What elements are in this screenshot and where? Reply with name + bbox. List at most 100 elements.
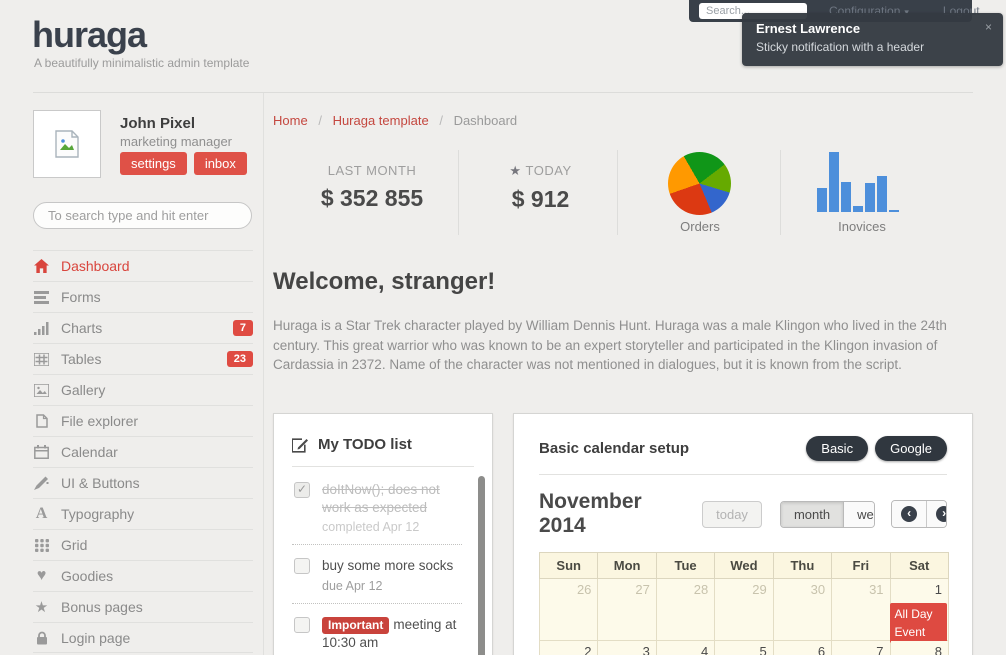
- breadcrumb-current: Dashboard: [453, 113, 518, 128]
- sidebar-item-file-explorer[interactable]: File explorer: [33, 405, 253, 436]
- chevron-down-icon: ▾: [904, 7, 909, 17]
- day-cell[interactable]: 29: [714, 578, 774, 641]
- stats-divider: [780, 150, 781, 235]
- avatar: [33, 110, 101, 178]
- tables-badge: 23: [226, 351, 253, 367]
- stats-divider: [458, 150, 459, 235]
- next-month-button[interactable]: [926, 501, 947, 527]
- invoices-label: Inovices: [838, 219, 886, 234]
- sidebar-item-tables[interactable]: Tables 23: [33, 343, 253, 374]
- scrollbar-thumb[interactable]: [478, 476, 485, 655]
- todo-item: doItNow(); does not work as expected com…: [292, 469, 462, 546]
- panel-divider: [292, 466, 474, 467]
- intro-paragraph: Huraga is a Star Trek character played b…: [273, 318, 947, 373]
- sidebar-item-grid[interactable]: Grid: [33, 529, 253, 560]
- profile-role: marketing manager: [120, 134, 232, 149]
- invoice-bar: [829, 151, 839, 212]
- sidebar-item-calendar[interactable]: Calendar: [33, 436, 253, 467]
- checkbox-checked[interactable]: [294, 482, 310, 498]
- star-icon: ★: [34, 598, 49, 616]
- day-cell[interactable]: 1 All Day Event: [889, 578, 950, 643]
- month-view-button[interactable]: month: [780, 501, 844, 527]
- day-cell[interactable]: 2: [538, 640, 599, 655]
- orders-pie: [668, 152, 731, 215]
- day-cell[interactable]: 30: [772, 578, 833, 641]
- todo-list: doItNow(); does not work as expected com…: [292, 469, 474, 655]
- day-cell[interactable]: 28: [655, 578, 716, 641]
- brand-tagline: A beautifully minimalistic admin templat…: [34, 56, 250, 70]
- day-cell[interactable]: 3: [597, 640, 657, 655]
- today-button[interactable]: today: [702, 500, 762, 528]
- header-divider: [33, 92, 973, 93]
- broken-image-icon: [55, 130, 79, 158]
- invoices-bars: [817, 150, 907, 212]
- calendar-icon: [33, 445, 50, 459]
- calendar-panel: Basic calendar setup Basic Google Novemb…: [513, 413, 973, 655]
- day-header: Tue: [655, 552, 716, 579]
- stats-divider: [617, 150, 618, 235]
- sidebar-item-login-page[interactable]: Login page: [33, 622, 253, 653]
- sidebar-item-typography[interactable]: A Typography: [33, 498, 253, 529]
- sidebar-item-gallery[interactable]: Gallery: [33, 374, 253, 405]
- orders-label: Orders: [680, 219, 720, 234]
- sticky-notification: Ernest Lawrence Sticky notification with…: [742, 13, 1003, 66]
- week-view-button[interactable]: week: [843, 501, 875, 527]
- panel-divider: [539, 474, 947, 475]
- chevron-right-icon: [936, 506, 947, 522]
- day-cell[interactable]: 4: [655, 640, 716, 655]
- page-title: Welcome, stranger!: [273, 268, 496, 295]
- checkbox-unchecked[interactable]: [294, 558, 310, 575]
- calendar-event[interactable]: All Day Event: [889, 603, 947, 643]
- calendar-panel-title: Basic calendar setup: [539, 440, 690, 457]
- invoice-bar: [853, 205, 863, 212]
- day-cell[interactable]: 8: [889, 640, 950, 655]
- breadcrumb-template[interactable]: Huraga template: [332, 113, 429, 128]
- day-cell[interactable]: 26: [538, 578, 599, 641]
- sidebar-search-input[interactable]: [33, 202, 252, 229]
- invoice-bar: [877, 176, 887, 212]
- tab-google[interactable]: Google: [875, 436, 947, 461]
- day-header: Fri: [831, 552, 891, 579]
- settings-button[interactable]: settings: [120, 152, 187, 175]
- breadcrumb-home[interactable]: Home: [273, 113, 308, 128]
- calendar-month-title: November 2014: [539, 490, 642, 537]
- lock-icon: [33, 631, 50, 645]
- sidebar-item-dashboard[interactable]: Dashboard: [33, 250, 253, 281]
- day-header: Thu: [772, 552, 833, 579]
- checkbox-unchecked[interactable]: [294, 616, 310, 633]
- todo-item: buy some more socks due Apr 12: [292, 545, 462, 604]
- day-header: Wed: [714, 552, 774, 579]
- day-header: Sun: [538, 552, 599, 579]
- day-cell[interactable]: 6: [772, 640, 833, 655]
- sidebar-item-charts[interactable]: Charts 7: [33, 312, 253, 343]
- sidebar-item-ui-buttons[interactable]: UI & Buttons: [33, 467, 253, 498]
- day-cell[interactable]: 7: [831, 640, 891, 655]
- chevron-left-icon: [901, 506, 918, 522]
- stat-today: ★ TODAY $ 912: [509, 163, 572, 212]
- breadcrumb: Home / Huraga template / Dashboard: [273, 113, 518, 128]
- sidebar-item-bonus-pages[interactable]: ★ Bonus pages: [33, 591, 253, 622]
- sidebar-item-forms[interactable]: Forms: [33, 281, 253, 312]
- notification-title: Ernest Lawrence: [756, 21, 861, 36]
- prev-month-button[interactable]: [892, 501, 927, 527]
- gallery-icon: [33, 383, 50, 397]
- day-cell[interactable]: 31: [831, 578, 891, 641]
- inbox-button[interactable]: inbox: [193, 152, 247, 175]
- close-icon[interactable]: [985, 20, 992, 34]
- wand-icon: [33, 476, 50, 490]
- heart-icon: ♥: [36, 567, 47, 584]
- day-cell[interactable]: 27: [597, 578, 657, 641]
- profile-name: John Pixel: [120, 115, 196, 132]
- home-icon: [33, 259, 50, 273]
- todo-panel: My TODO list doItNow(); does not work as…: [273, 413, 493, 655]
- typography-icon: A: [35, 505, 48, 522]
- brand-logo: huraga: [32, 14, 147, 55]
- bar-chart-icon: [33, 321, 50, 335]
- charts-badge: 7: [232, 320, 253, 336]
- todo-title: My TODO list: [318, 436, 412, 453]
- tab-basic[interactable]: Basic: [806, 436, 869, 461]
- sidebar-item-goodies[interactable]: ♥ Goodies: [33, 560, 253, 591]
- day-cell[interactable]: 5: [714, 640, 774, 655]
